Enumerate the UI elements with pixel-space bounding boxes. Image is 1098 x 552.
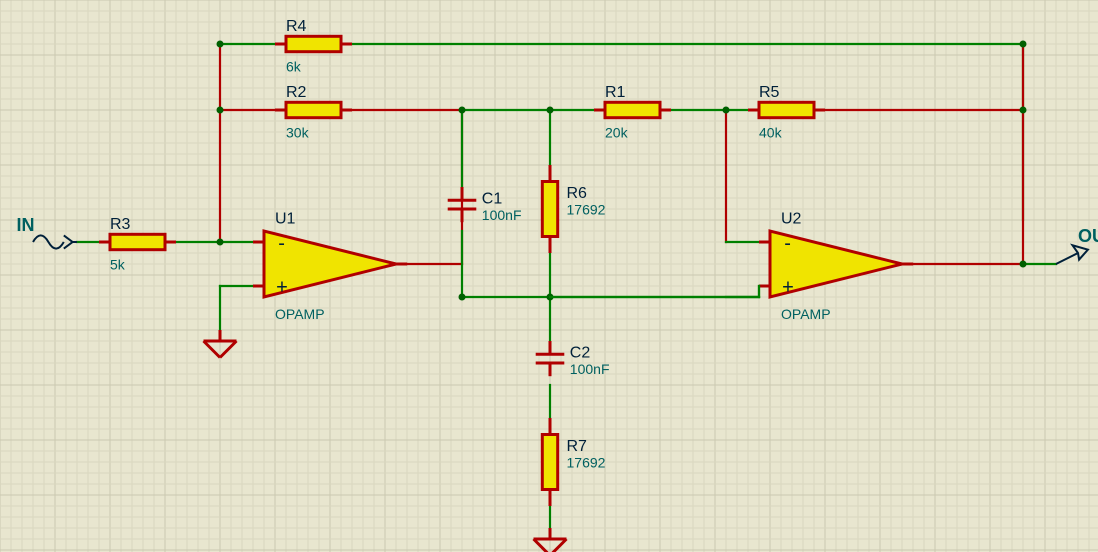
junction: [459, 107, 466, 114]
C1-name: C1: [482, 191, 503, 208]
circuit-canvas: R46kR230kR35kR120kR540kR617692R717692C11…: [0, 0, 1098, 552]
resistor-R1: [594, 102, 671, 117]
C2-value: 100nF: [570, 361, 610, 377]
R1-value: 20k: [605, 125, 629, 141]
R4-name: R4: [286, 18, 307, 35]
R3-name: R3: [110, 216, 131, 233]
junction: [1020, 41, 1027, 48]
junction: [547, 107, 554, 114]
in-label: IN: [17, 215, 35, 235]
R7-value: 17692: [567, 455, 606, 471]
out-label: OUT: [1078, 226, 1098, 246]
R4-value: 6k: [286, 59, 302, 75]
R3-value: 5k: [110, 257, 126, 273]
junction: [459, 294, 466, 301]
R6-name: R6: [567, 185, 588, 202]
C1-value: 100nF: [482, 207, 522, 223]
U1-name: U1: [275, 210, 296, 227]
opamp-plus: +: [782, 277, 794, 299]
R7-name: R7: [567, 438, 588, 455]
R2-name: R2: [286, 84, 307, 101]
junction: [217, 239, 224, 246]
U2-value: OPAMP: [781, 306, 831, 322]
junction: [217, 107, 224, 114]
U1-value: OPAMP: [275, 306, 325, 322]
R5-value: 40k: [759, 125, 783, 141]
resistor-R4: [275, 36, 352, 51]
junction: [723, 107, 730, 114]
C2-name: C2: [570, 345, 591, 362]
opamp-minus: -: [784, 233, 791, 255]
junction: [1020, 107, 1027, 114]
opamp-minus: -: [278, 233, 285, 255]
junction: [217, 41, 224, 48]
junction: [1020, 261, 1027, 268]
R1-name: R1: [605, 84, 626, 101]
R6-value: 17692: [567, 202, 606, 218]
opamp-plus: +: [276, 277, 288, 299]
U2-name: U2: [781, 210, 802, 227]
resistor-R2: [275, 102, 352, 117]
resistor-R3: [99, 234, 176, 249]
resistor-R5: [748, 102, 825, 117]
R2-value: 30k: [286, 125, 310, 141]
R5-name: R5: [759, 84, 780, 101]
